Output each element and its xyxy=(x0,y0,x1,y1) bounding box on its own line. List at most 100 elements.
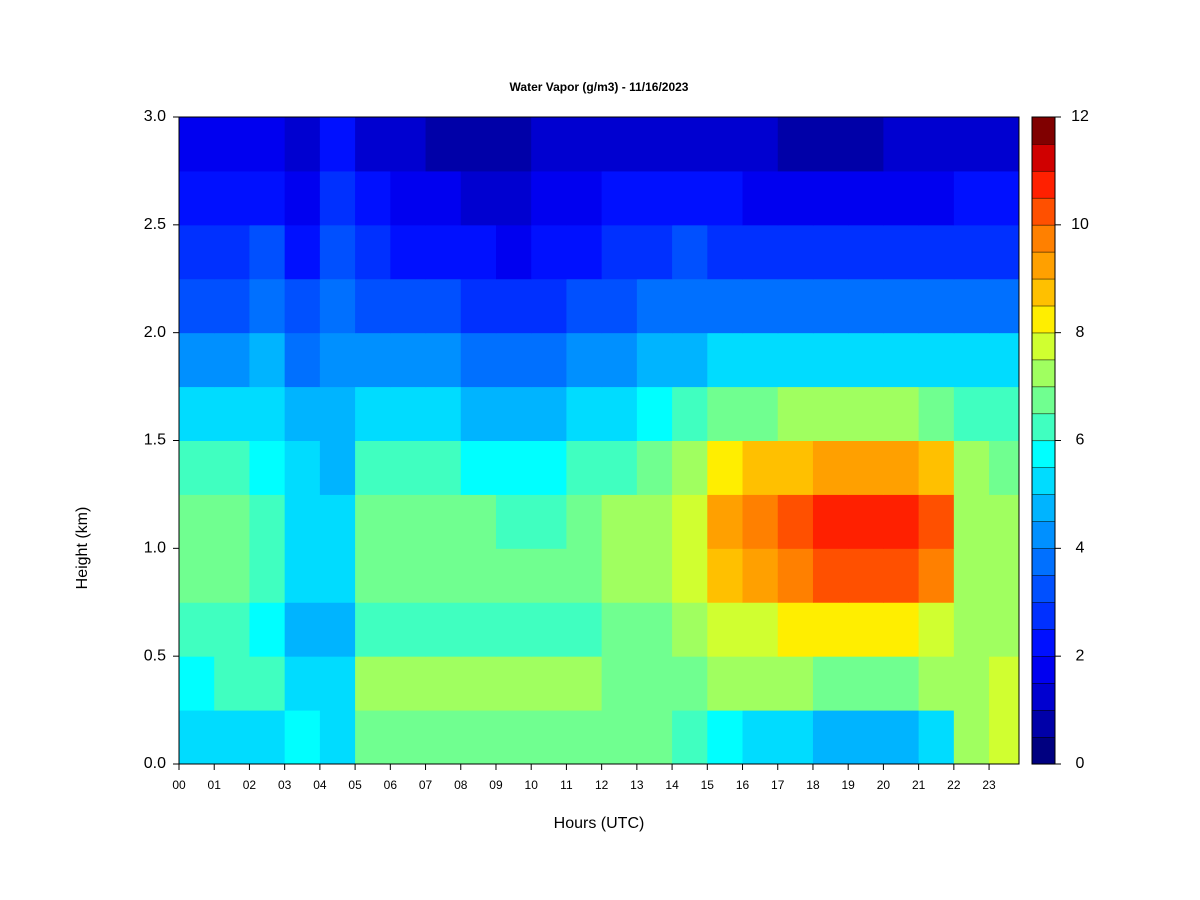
heatmap-cell xyxy=(672,602,708,657)
heatmap-cell xyxy=(531,117,567,172)
heatmap-cell xyxy=(566,386,603,441)
heatmap-cell xyxy=(883,710,920,765)
heatmap-cell xyxy=(672,224,708,280)
heatmap-cell xyxy=(284,224,321,280)
heatmap-cell xyxy=(319,602,356,657)
colorbar-tick-label: 4 xyxy=(1076,540,1085,557)
colorbar-tick-label: 6 xyxy=(1076,432,1085,449)
heatmap-cell xyxy=(249,710,286,765)
heatmap-cell xyxy=(214,440,250,495)
heatmap-cell xyxy=(777,440,814,495)
heatmap-cell xyxy=(179,278,215,334)
heatmap-cell xyxy=(179,224,215,280)
heatmap-cell xyxy=(848,710,884,765)
x-tick-label: 23 xyxy=(982,778,996,792)
heatmap-cell xyxy=(812,117,849,172)
heatmap-cell xyxy=(777,386,814,441)
heatmap-cell xyxy=(531,440,567,495)
heatmap-cell xyxy=(989,224,1020,280)
heatmap-cell xyxy=(460,117,497,172)
colorbar-swatch xyxy=(1031,736,1056,765)
heatmap-cell xyxy=(918,710,955,765)
heatmap-cell xyxy=(601,278,638,334)
heatmap-cell xyxy=(883,278,920,334)
heatmap-cell xyxy=(953,278,990,334)
heatmap-cell xyxy=(989,386,1020,441)
heatmap-cell xyxy=(319,386,356,441)
heatmap-cell xyxy=(319,548,356,603)
heatmap-cell xyxy=(214,548,250,603)
heatmap-cell xyxy=(284,494,321,549)
heatmap-cell xyxy=(672,440,708,495)
heatmap-cell xyxy=(989,278,1020,334)
heatmap-cell xyxy=(531,224,567,280)
heatmap-cell xyxy=(742,602,779,657)
heatmap-cell xyxy=(319,710,356,765)
heatmap-cell xyxy=(179,170,215,226)
heatmap-cell xyxy=(460,278,497,334)
heatmap-cell xyxy=(848,278,884,334)
heatmap-cell xyxy=(425,494,462,549)
heatmap-cell xyxy=(672,278,708,334)
x-tick-label: 13 xyxy=(630,778,644,792)
x-tick-label: 00 xyxy=(172,778,186,792)
colorbar-swatch xyxy=(1031,197,1056,226)
heatmap-cell xyxy=(918,332,955,388)
heatmap-cell xyxy=(707,494,744,549)
heatmap-cell xyxy=(390,494,427,549)
x-tick-label: 09 xyxy=(489,778,503,792)
heatmap-cell xyxy=(848,602,884,657)
x-tick-label: 07 xyxy=(419,778,433,792)
colorbar-swatch xyxy=(1031,494,1056,522)
heatmap-cell xyxy=(460,170,497,226)
heatmap-cell xyxy=(848,332,884,388)
heatmap-cell xyxy=(355,656,391,711)
heatmap-cell xyxy=(636,224,673,280)
heatmap-cell xyxy=(777,224,814,280)
heatmap-cell xyxy=(214,656,250,711)
heatmap-cell xyxy=(390,278,427,334)
heatmap-cell xyxy=(531,710,567,765)
colorbar-swatch xyxy=(1031,602,1056,630)
heatmap-cell xyxy=(777,278,814,334)
heatmap-cell xyxy=(672,548,708,603)
heatmap-cell xyxy=(179,386,215,441)
heatmap-cell xyxy=(848,386,884,441)
heatmap-cell xyxy=(355,170,391,226)
heatmap-cell xyxy=(390,656,427,711)
heatmap-cell xyxy=(495,386,532,441)
heatmap-cell xyxy=(214,332,250,388)
heatmap-cell xyxy=(355,494,391,549)
heatmap-cell xyxy=(531,548,567,603)
heatmap-cell xyxy=(601,117,638,172)
heatmap-cell xyxy=(284,440,321,495)
heatmap-cell xyxy=(812,710,849,765)
heatmap-cell xyxy=(812,386,849,441)
heatmap-cell xyxy=(883,170,920,226)
heatmap-cell xyxy=(742,440,779,495)
heatmap-cell xyxy=(883,224,920,280)
heatmap-cell xyxy=(918,117,955,172)
colorbar-tick-label: 8 xyxy=(1076,324,1085,341)
heatmap-cell xyxy=(953,386,990,441)
heatmap-cell xyxy=(707,170,744,226)
heatmap-cell xyxy=(495,494,532,549)
heatmap-cell xyxy=(953,494,990,549)
heatmap-cell xyxy=(355,117,391,172)
x-axis-label: Hours (UTC) xyxy=(554,815,645,832)
heatmap-cell xyxy=(848,440,884,495)
heatmap-cell xyxy=(284,386,321,441)
colorbar-swatch xyxy=(1031,170,1056,199)
x-tick-label: 08 xyxy=(454,778,468,792)
heatmap-cell xyxy=(531,170,567,226)
heatmap-cell xyxy=(566,170,603,226)
heatmap-cell xyxy=(918,548,955,603)
heatmap-cell xyxy=(390,548,427,603)
heatmap-cell xyxy=(777,710,814,765)
heatmap-cell xyxy=(566,710,603,765)
heatmap-cell xyxy=(284,656,321,711)
heatmap-cell xyxy=(179,440,215,495)
heatmap-cell xyxy=(989,440,1020,495)
heatmap-cell xyxy=(812,332,849,388)
heatmap-cell xyxy=(707,656,744,711)
